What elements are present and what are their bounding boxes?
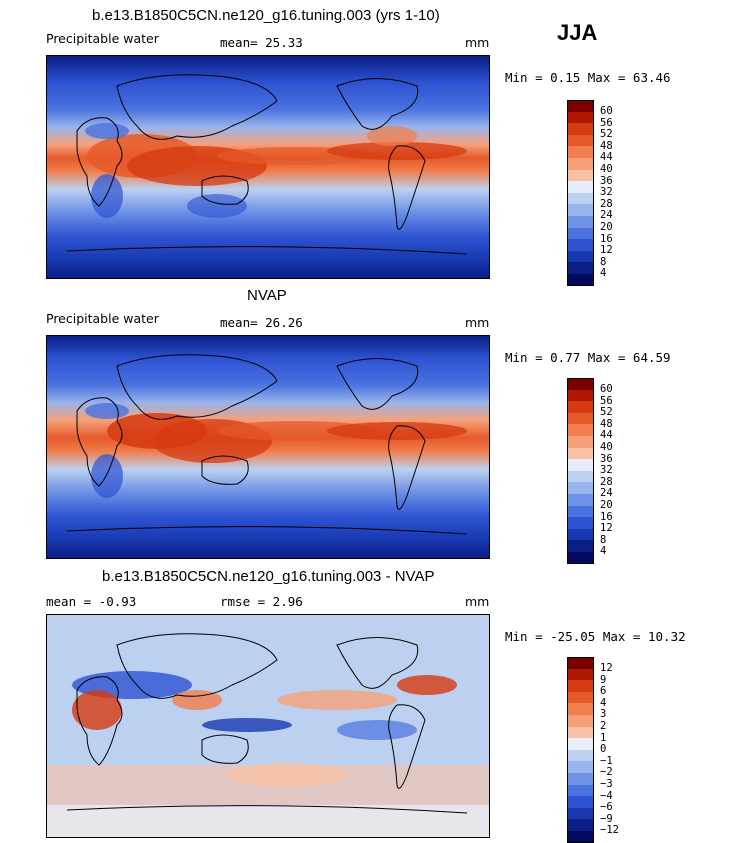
panel2-units: mm	[465, 315, 490, 330]
panel2-field	[47, 336, 489, 558]
cbar3-tick: 6	[600, 685, 607, 698]
cbar3-tick: −6	[600, 801, 613, 814]
cbar1-tick: 60	[600, 105, 613, 117]
cbar2-tick: 4	[600, 545, 607, 558]
cbar3-tick: 0	[600, 743, 607, 756]
cbar2-tick: 12	[600, 522, 613, 535]
cbar2-tick: 16	[600, 510, 613, 523]
panel3-rmse: rmse = 2.96	[220, 594, 303, 609]
cbar3-tick: −9	[600, 812, 613, 825]
cbar3-tick: 3	[600, 708, 607, 721]
cbar1-tick: 4	[600, 267, 607, 280]
cbar3-tick: 4	[600, 696, 607, 709]
cbar1-tick: 20	[600, 221, 613, 233]
panel2-title: NVAP	[247, 287, 287, 304]
panel3-units: mm	[465, 594, 490, 609]
cbar1-tick: 16	[600, 232, 613, 245]
cbar2-tick: 8	[600, 533, 607, 546]
cbar1-tick: 24	[600, 209, 613, 222]
panel1-minmax: Min = 0.15 Max = 63.46	[505, 70, 671, 85]
panel2-variable-label: Precipitable water	[46, 311, 159, 326]
panel3-map	[46, 614, 490, 838]
panel1-title: b.e13.B1850C5CN.ne120_g16.tuning.003 (yr…	[92, 7, 440, 24]
panel1-colorbar: 60 56 52 48 44 40 36 32 28 24 20 16 12 8…	[567, 100, 637, 286]
cbar1-tick: 52	[600, 128, 613, 141]
cbar1-tick: 32	[600, 186, 613, 199]
panel3-title: b.e13.B1850C5CN.ne120_g16.tuning.003 - N…	[102, 568, 435, 585]
panel2-map	[46, 335, 490, 559]
season-label: JJA	[557, 20, 598, 45]
cbar1-tick: 36	[600, 174, 613, 187]
cbar3-tick: −3	[600, 778, 613, 790]
panel1-units: mm	[465, 35, 490, 50]
cbar2-tick: 48	[600, 417, 613, 430]
cbar2-tick: 36	[600, 452, 613, 465]
cbar1-tick: 44	[600, 151, 613, 164]
cbar2-tick: 20	[600, 499, 613, 511]
panel3-minmax: Min = -25.05 Max = 10.32	[505, 629, 686, 644]
cbar2-tick: 28	[600, 475, 613, 488]
cbar1-tick: 8	[600, 255, 607, 268]
cbar1-tick: 48	[600, 139, 613, 152]
cbar2-tick: 52	[600, 406, 613, 419]
panel1-map	[46, 55, 490, 279]
panel1-variable-label: Precipitable water	[46, 31, 159, 46]
panel1-field	[47, 56, 489, 278]
cbar2-tick: 60	[600, 383, 613, 395]
cbar1-tick: 40	[600, 163, 613, 175]
panel3-mean: mean = -0.93	[46, 594, 137, 609]
cbar3-tick: 2	[600, 720, 607, 732]
cbar3-tick: 9	[600, 673, 607, 686]
cbar2-tick: 40	[600, 441, 613, 453]
cbar1-tick: 28	[600, 197, 613, 210]
panel2-colorbar: 60 56 52 48 44 40 36 32 28 24 20 16 12 8…	[567, 378, 637, 564]
panel2-mean: mean= 26.26	[220, 315, 303, 330]
panel3-colorbar: 12 9 6 4 3 2 1 0 −1 −2 −3 −4 −6 −9 −12	[567, 657, 637, 843]
cbar3-tick: −4	[600, 789, 613, 802]
cbar3-tick: −12	[600, 824, 619, 837]
cbar1-tick: 56	[600, 116, 613, 129]
cbar3-tick: 1	[600, 731, 607, 744]
cbar1-tick: 12	[600, 244, 613, 257]
cbar3-tick: 12	[600, 662, 613, 674]
cbar2-tick: 32	[600, 464, 613, 477]
cbar3-tick: −2	[600, 766, 613, 779]
panel2-minmax: Min = 0.77 Max = 64.59	[505, 350, 671, 365]
panel3-field	[47, 615, 489, 837]
cbar3-tick: −1	[600, 754, 613, 767]
panel1-mean: mean= 25.33	[220, 35, 303, 50]
cbar2-tick: 56	[600, 394, 613, 407]
cbar2-tick: 24	[600, 487, 613, 500]
cbar2-tick: 44	[600, 429, 613, 442]
